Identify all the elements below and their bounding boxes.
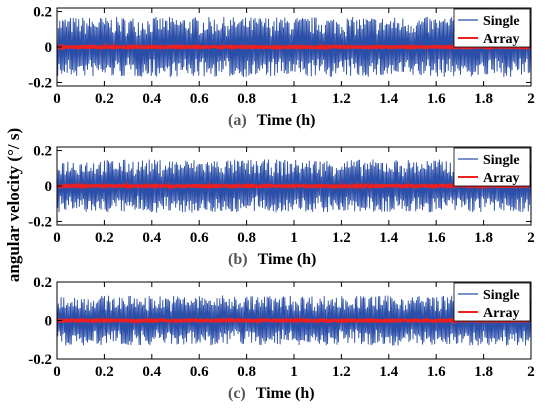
legend-box [453, 282, 531, 322]
legend-label-array: Array [483, 306, 520, 321]
x-tick-label: 0.6 [190, 230, 209, 246]
x-axis-caption: (a) Time (h) [228, 112, 315, 129]
y-tick-label: 0.2 [33, 5, 52, 21]
x-axis-label: Time (h) [258, 251, 317, 268]
x-tick-label: 1.2 [332, 230, 351, 246]
x-axis-label: Time (h) [257, 112, 316, 129]
y-tick-label: -0.2 [28, 214, 52, 230]
legend-label-single: Single [483, 14, 520, 29]
x-tick-label: 0.2 [95, 230, 114, 246]
x-tick-label: 1.6 [427, 91, 446, 107]
x-axis-caption: (c) Time (h) [228, 385, 315, 402]
x-tick-label: 2 [527, 91, 535, 107]
x-tick-label: 1.8 [474, 364, 493, 380]
x-axis-caption: (b) Time (h) [228, 251, 316, 268]
x-tick-label: 1.8 [474, 91, 493, 107]
x-tick-label: 0.2 [95, 364, 114, 380]
x-tick-label: 1.6 [427, 230, 446, 246]
y-tick-label: 0.2 [33, 144, 52, 160]
panel-3: 0 0.2 0.4 0.6 0.8 1 1.2 1.4 1.6 1.8 20.20-0.2Singl… [28, 275, 535, 402]
panel-tag: (c) [228, 385, 246, 402]
panel-tag: (a) [228, 112, 247, 129]
x-tick-label: 0.6 [190, 364, 209, 380]
x-tick-label: 2 [527, 230, 535, 246]
x-tick-label: 0.2 [95, 91, 114, 107]
x-tick-label: 1.8 [474, 230, 493, 246]
panel-2: 0 0.2 0.4 0.6 0.8 1 1.2 1.4 1.6 1.8 20.20-0.2Singl… [28, 144, 535, 268]
x-tick-label: 1.4 [379, 91, 398, 107]
x-tick-label: 1 [290, 364, 298, 380]
legend-box [453, 8, 531, 48]
x-tick-label: 1 [290, 91, 298, 107]
shared-y-axis-label: angular velocity (°/ s) [4, 128, 23, 282]
y-tick-label: 0.2 [33, 275, 52, 291]
x-tick-label: 1.4 [379, 364, 398, 380]
legend: Single Array [453, 147, 531, 187]
legend: Single Array [453, 282, 531, 322]
x-tick-label: 0.4 [142, 91, 161, 107]
legend-label-single: Single [483, 153, 520, 168]
x-tick-label: 1 [290, 230, 298, 246]
x-tick-label: 2 [527, 364, 535, 380]
x-tick-label: 1.6 [427, 364, 446, 380]
panel-tag: (b) [228, 251, 248, 268]
legend: Single Array [453, 8, 531, 48]
x-tick-label: 0 [53, 230, 61, 246]
x-tick-label: 0.8 [237, 230, 256, 246]
x-tick-label: 0.4 [142, 230, 161, 246]
x-axis-label: Time (h) [256, 385, 315, 402]
x-tick-label: 0.8 [237, 91, 256, 107]
legend-label-array: Array [483, 171, 520, 186]
x-tick-label: 0 [53, 364, 61, 380]
x-tick-label: 1.4 [379, 230, 398, 246]
series-array-line [56, 181, 532, 191]
x-tick-label: 1.2 [332, 91, 351, 107]
legend-label-array: Array [483, 32, 520, 47]
y-tick-label: -0.2 [28, 352, 52, 368]
x-tick-label: 0.6 [190, 91, 209, 107]
series-array-line [56, 42, 532, 52]
panel-1: 0 0.2 0.4 0.6 0.8 1 1.2 1.4 1.6 1.8 20.20-0.2Singl… [28, 5, 535, 129]
y-tick-label: 0 [45, 179, 53, 195]
x-tick-label: 0.8 [237, 364, 256, 380]
legend-box [453, 147, 531, 187]
series-single-line [56, 16, 532, 78]
y-tick-label: 0 [45, 314, 53, 330]
y-tick-label: -0.2 [28, 75, 52, 91]
series-array-line [56, 316, 532, 325]
x-tick-label: 0.4 [142, 364, 161, 380]
y-tick-label: 0 [45, 40, 53, 56]
legend-label-single: Single [483, 288, 520, 303]
x-tick-label: 0 [53, 91, 61, 107]
x-tick-label: 1.2 [332, 364, 351, 380]
